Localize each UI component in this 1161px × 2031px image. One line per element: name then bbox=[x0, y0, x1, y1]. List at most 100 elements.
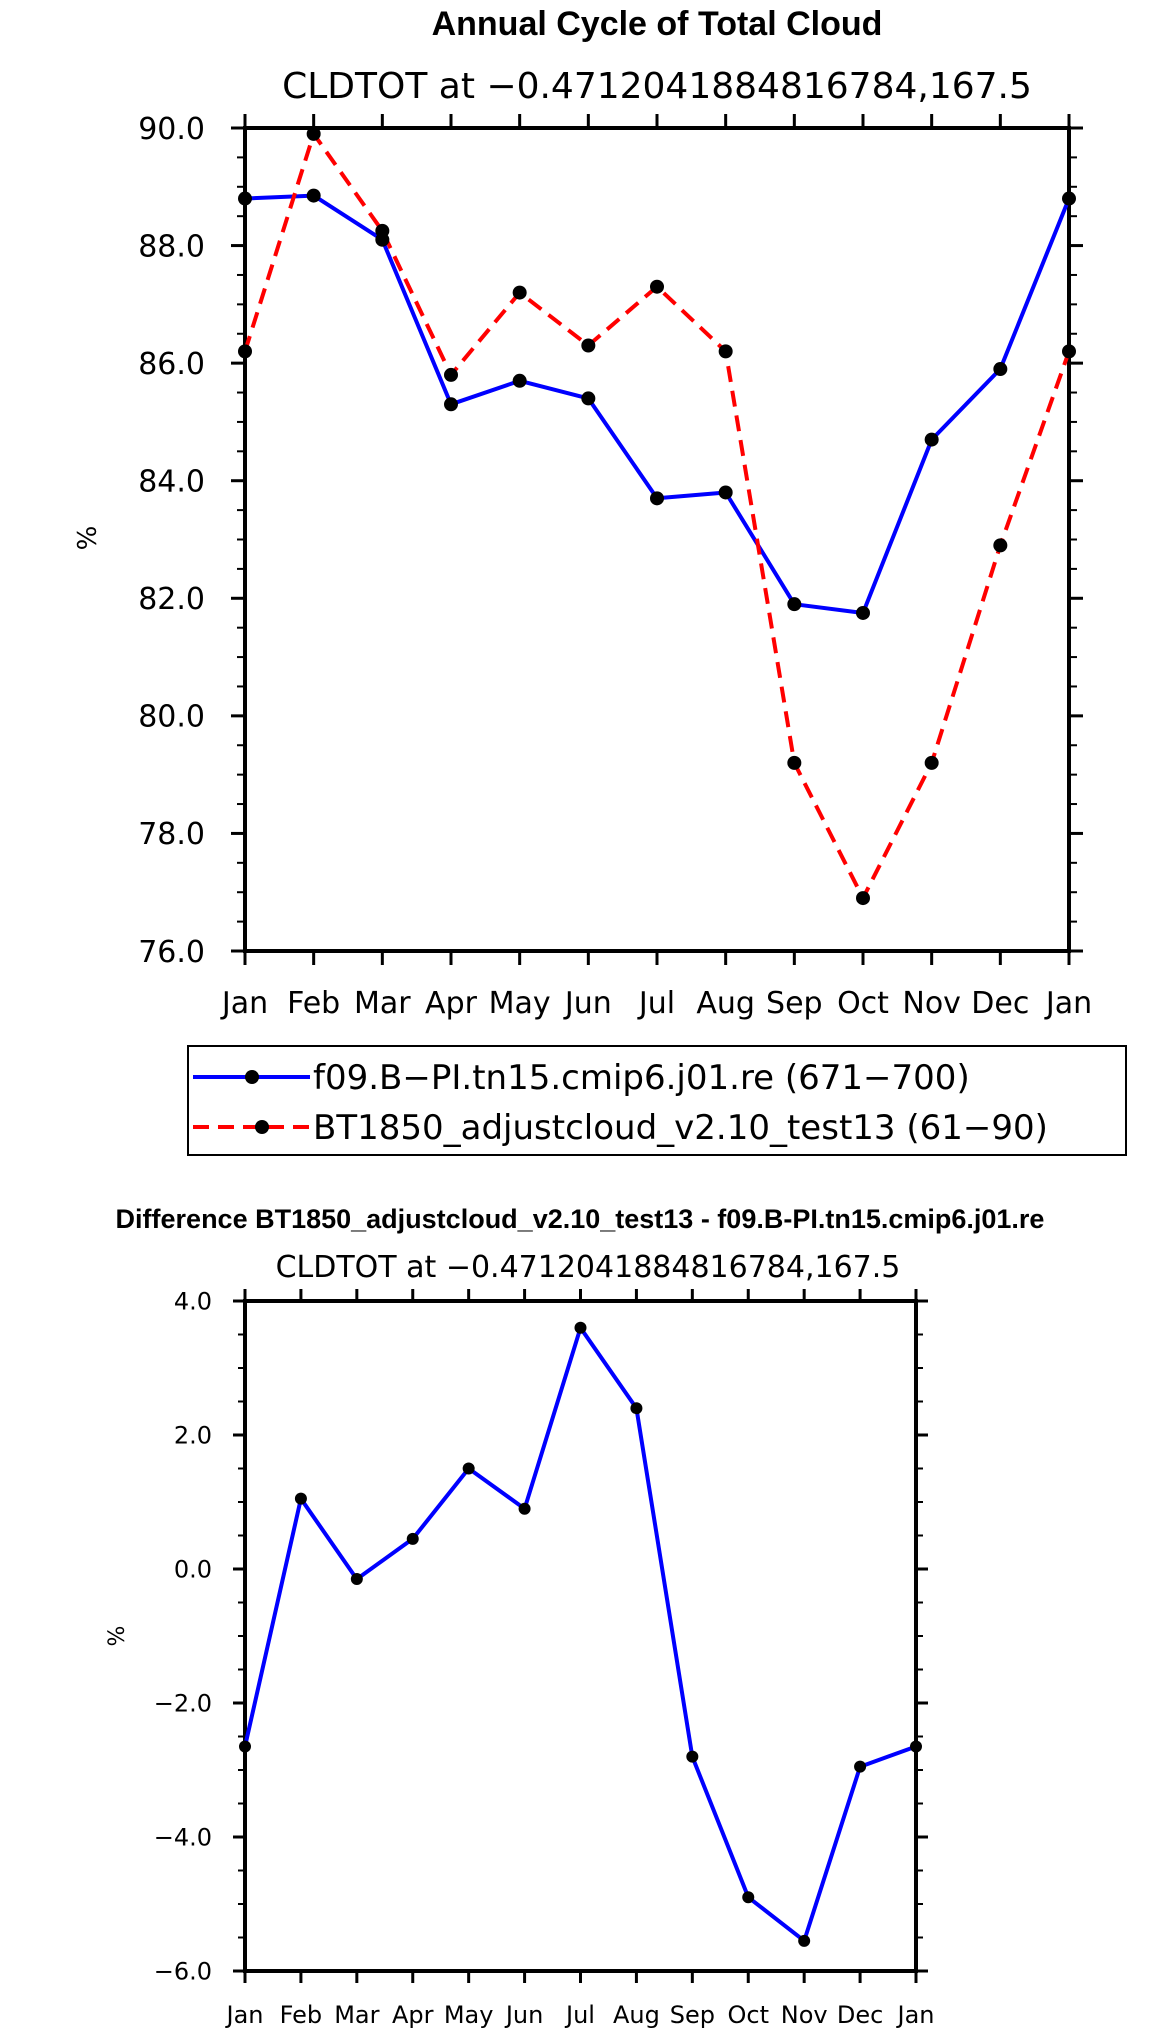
x-tick-label: May bbox=[444, 2001, 494, 2029]
data-point-series2 bbox=[718, 344, 733, 359]
data-point-series1 bbox=[239, 1740, 251, 1753]
x-tick-label: Jul bbox=[564, 2001, 595, 2029]
y-tick-label: −2.0 bbox=[154, 1690, 212, 1718]
chart1-plot-frame bbox=[243, 126, 1071, 953]
x-tick-label: Oct bbox=[837, 986, 889, 1021]
chart-annual-cycle: Annual Cycle of Total Cloud CLDTOT at −0… bbox=[73, 5, 1127, 1156]
legend-box bbox=[187, 1045, 1127, 1156]
y-tick-label: −4.0 bbox=[154, 1824, 212, 1852]
series-line-2 bbox=[243, 131, 1071, 901]
data-point-series2 bbox=[444, 367, 458, 382]
chart1-ticks bbox=[231, 114, 1083, 965]
chart2-x-tick-labels: Jan Feb Mar Apr May Jun Jul Aug Sep Oct Nov Dec Jan bbox=[225, 2001, 935, 2029]
x-tick-label: Mar bbox=[334, 2001, 379, 2029]
chart1-subtitle: CLDTOT at −0.4712041884816784,167.5 bbox=[282, 66, 1032, 107]
data-point-series2 bbox=[856, 891, 870, 906]
data-point-series1 bbox=[512, 373, 527, 388]
data-point-series2 bbox=[238, 344, 252, 359]
y-tick-label: 86.0 bbox=[138, 347, 205, 382]
legend-label-series1: f09.B−PI.tn15.cmip6.j01.re (671−700) bbox=[313, 1058, 970, 1098]
x-tick-label: Sep bbox=[766, 986, 823, 1021]
chart1-series-points bbox=[238, 126, 1076, 906]
data-point-series2 bbox=[650, 279, 664, 294]
data-point-series1 bbox=[462, 1462, 475, 1475]
y-tick-label: 4.0 bbox=[174, 1288, 212, 1316]
chart1-ylabel: % bbox=[73, 526, 103, 551]
x-tick-label: Jan bbox=[220, 986, 268, 1021]
chart2-y-tick-labels: −6.0 −4.0 −2.0 0.0 2.0 4.0 bbox=[154, 1288, 212, 1986]
chart1-y-tick-labels: 76.0 78.0 80.0 82.0 84.0 86.0 88.0 90.0 bbox=[138, 112, 205, 970]
data-point-series1 bbox=[650, 491, 664, 506]
x-tick-label: Mar bbox=[354, 986, 411, 1021]
chart2-series-lines bbox=[243, 1325, 917, 1943]
data-point-series1 bbox=[742, 1891, 755, 1904]
x-tick-label: Nov bbox=[781, 2001, 828, 2029]
y-tick-label: 0.0 bbox=[174, 1556, 212, 1584]
x-tick-label: Oct bbox=[728, 2001, 770, 2029]
data-point-series1 bbox=[910, 1740, 922, 1753]
data-point-series1 bbox=[798, 1934, 811, 1947]
legend-marker-series1 bbox=[245, 1070, 259, 1084]
x-tick-label: Nov bbox=[902, 986, 961, 1021]
x-tick-label: Dec bbox=[971, 986, 1029, 1021]
y-tick-label: −6.0 bbox=[154, 1958, 212, 1986]
chart2-series-points bbox=[239, 1321, 922, 1947]
x-tick-label: Apr bbox=[392, 2001, 434, 2029]
data-point-series1 bbox=[718, 485, 733, 500]
chart1-legend: f09.B−PI.tn15.cmip6.j01.re (671−700) BT1… bbox=[187, 1045, 1127, 1156]
chart2-ylabel: % bbox=[105, 1626, 130, 1647]
data-point-series1 bbox=[444, 397, 458, 412]
series-line-1 bbox=[243, 1325, 917, 1943]
data-point-series1 bbox=[1062, 191, 1076, 206]
chart2-subtitle: CLDTOT at −0.4712041884816784,167.5 bbox=[276, 1250, 901, 1285]
y-tick-label: 76.0 bbox=[138, 935, 205, 970]
data-point-series2 bbox=[512, 285, 527, 300]
data-point-series2 bbox=[306, 126, 321, 141]
x-tick-label: Jan bbox=[225, 2001, 264, 2029]
data-point-series1 bbox=[993, 362, 1008, 377]
y-tick-label: 84.0 bbox=[138, 465, 205, 500]
data-point-series1 bbox=[574, 1321, 587, 1334]
y-tick-label: 78.0 bbox=[138, 817, 205, 852]
x-tick-label: Apr bbox=[425, 986, 478, 1021]
x-tick-label: Jan bbox=[896, 2001, 935, 2029]
data-point-series2 bbox=[1062, 344, 1076, 359]
chart2-ticks bbox=[233, 1289, 928, 1983]
data-point-series1 bbox=[238, 191, 252, 206]
x-tick-label: Jun bbox=[563, 986, 612, 1021]
legend-label-series2: BT1850_adjustcloud_v2.10_test13 (61−90) bbox=[313, 1108, 1048, 1148]
data-point-series1 bbox=[856, 605, 870, 620]
data-point-series1 bbox=[787, 597, 802, 612]
data-point-series1 bbox=[294, 1492, 307, 1505]
y-tick-label: 88.0 bbox=[138, 229, 205, 264]
y-tick-label: 82.0 bbox=[138, 582, 205, 617]
x-tick-label: Jan bbox=[1044, 986, 1092, 1021]
x-tick-label: May bbox=[489, 986, 551, 1021]
x-tick-label: Sep bbox=[670, 2001, 715, 2029]
x-tick-label: Aug bbox=[696, 986, 755, 1021]
chart1-title: Annual Cycle of Total Cloud bbox=[432, 5, 883, 43]
data-point-series1 bbox=[854, 1760, 867, 1773]
chart2-plot-frame bbox=[243, 1299, 918, 1973]
data-point-series2 bbox=[924, 755, 939, 770]
data-point-series2 bbox=[581, 338, 596, 353]
x-tick-label: Jun bbox=[504, 2001, 544, 2029]
data-point-series1 bbox=[518, 1502, 531, 1515]
x-tick-label: Feb bbox=[280, 2001, 323, 2029]
series-line-1 bbox=[244, 193, 1071, 615]
x-tick-label: Jul bbox=[637, 986, 675, 1021]
x-tick-label: Dec bbox=[837, 2001, 883, 2029]
data-point-series2 bbox=[375, 223, 390, 238]
data-point-series1 bbox=[686, 1750, 699, 1763]
data-point-series1 bbox=[630, 1402, 643, 1415]
data-point-series1 bbox=[581, 391, 596, 406]
chart-difference: Difference BT1850_adjustcloud_v2.10_test… bbox=[105, 1204, 1044, 2029]
data-point-series1 bbox=[406, 1532, 419, 1545]
x-tick-label: Aug bbox=[613, 2001, 660, 2029]
data-point-series2 bbox=[787, 755, 802, 770]
data-point-series2 bbox=[993, 538, 1008, 553]
data-point-series1 bbox=[924, 432, 939, 447]
legend-marker-series2 bbox=[255, 1120, 269, 1134]
y-tick-label: 90.0 bbox=[138, 112, 205, 147]
